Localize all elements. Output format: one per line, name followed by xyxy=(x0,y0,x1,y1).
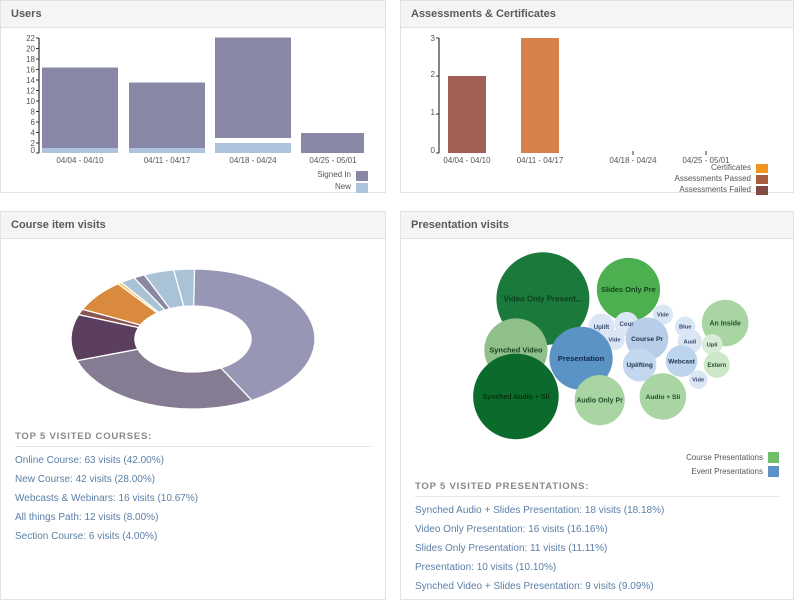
svg-text:Signed In: Signed In xyxy=(317,170,351,179)
svg-text:Cour: Cour xyxy=(620,322,635,328)
svg-text:04/11 - 04/17: 04/11 - 04/17 xyxy=(517,156,564,165)
svg-text:04/04 - 04/10: 04/04 - 04/10 xyxy=(56,156,104,165)
svg-text:3: 3 xyxy=(431,34,436,43)
svg-text:12: 12 xyxy=(26,87,35,96)
svg-text:Upli: Upli xyxy=(707,342,718,348)
svg-text:1: 1 xyxy=(431,108,436,117)
svg-text:Extern: Extern xyxy=(707,363,726,369)
svg-text:4: 4 xyxy=(31,129,36,138)
svg-text:16: 16 xyxy=(26,66,35,75)
svg-text:8: 8 xyxy=(31,108,36,117)
svg-text:04/04 - 04/10: 04/04 - 04/10 xyxy=(443,156,491,165)
svg-text:Audio Only Pr: Audio Only Pr xyxy=(576,398,623,405)
svg-text:Vide: Vide xyxy=(657,313,669,319)
svg-text:04/18 - 04/24: 04/18 - 04/24 xyxy=(229,156,277,165)
svg-text:Blue: Blue xyxy=(679,325,691,331)
svg-text:Synched Audio + Sli: Synched Audio + Sli xyxy=(482,394,549,401)
svg-text:0: 0 xyxy=(431,146,436,155)
svg-text:Video Only Present...: Video Only Present... xyxy=(504,295,583,304)
svg-text:10: 10 xyxy=(26,97,35,106)
svg-text:Webcast: Webcast xyxy=(668,358,695,365)
svg-text:22: 22 xyxy=(26,34,35,43)
svg-text:Vide: Vide xyxy=(692,378,704,384)
svg-text:Slides Only Pre: Slides Only Pre xyxy=(601,285,656,294)
svg-text:18: 18 xyxy=(26,55,35,64)
svg-text:Uplifting: Uplifting xyxy=(626,362,652,369)
svg-text:2: 2 xyxy=(431,70,436,79)
svg-text:Presentation: Presentation xyxy=(558,354,605,363)
svg-text:Synched Video: Synched Video xyxy=(489,346,543,355)
svg-text:New: New xyxy=(335,182,351,191)
svg-text:Assessments Failed: Assessments Failed xyxy=(679,185,751,194)
svg-text:An Inside: An Inside xyxy=(709,320,740,327)
svg-text:Course Pr: Course Pr xyxy=(631,336,663,343)
svg-text:Audio + Sli: Audio + Sli xyxy=(645,394,680,401)
svg-text:Vide: Vide xyxy=(608,338,620,344)
svg-text:20: 20 xyxy=(26,45,35,54)
svg-text:04/11 - 04/17: 04/11 - 04/17 xyxy=(144,156,191,165)
svg-text:6: 6 xyxy=(31,118,36,127)
svg-text:04/18 - 04/24: 04/18 - 04/24 xyxy=(609,156,657,165)
svg-text:14: 14 xyxy=(26,76,35,85)
svg-text:0: 0 xyxy=(31,146,36,155)
svg-text:Assessments Passed: Assessments Passed xyxy=(675,174,751,183)
svg-text:04/25 - 05/01: 04/25 - 05/01 xyxy=(309,156,357,165)
svg-text:Audi: Audi xyxy=(683,340,696,346)
svg-text:Uplift: Uplift xyxy=(594,325,609,331)
svg-text:Certificates: Certificates xyxy=(711,163,751,172)
